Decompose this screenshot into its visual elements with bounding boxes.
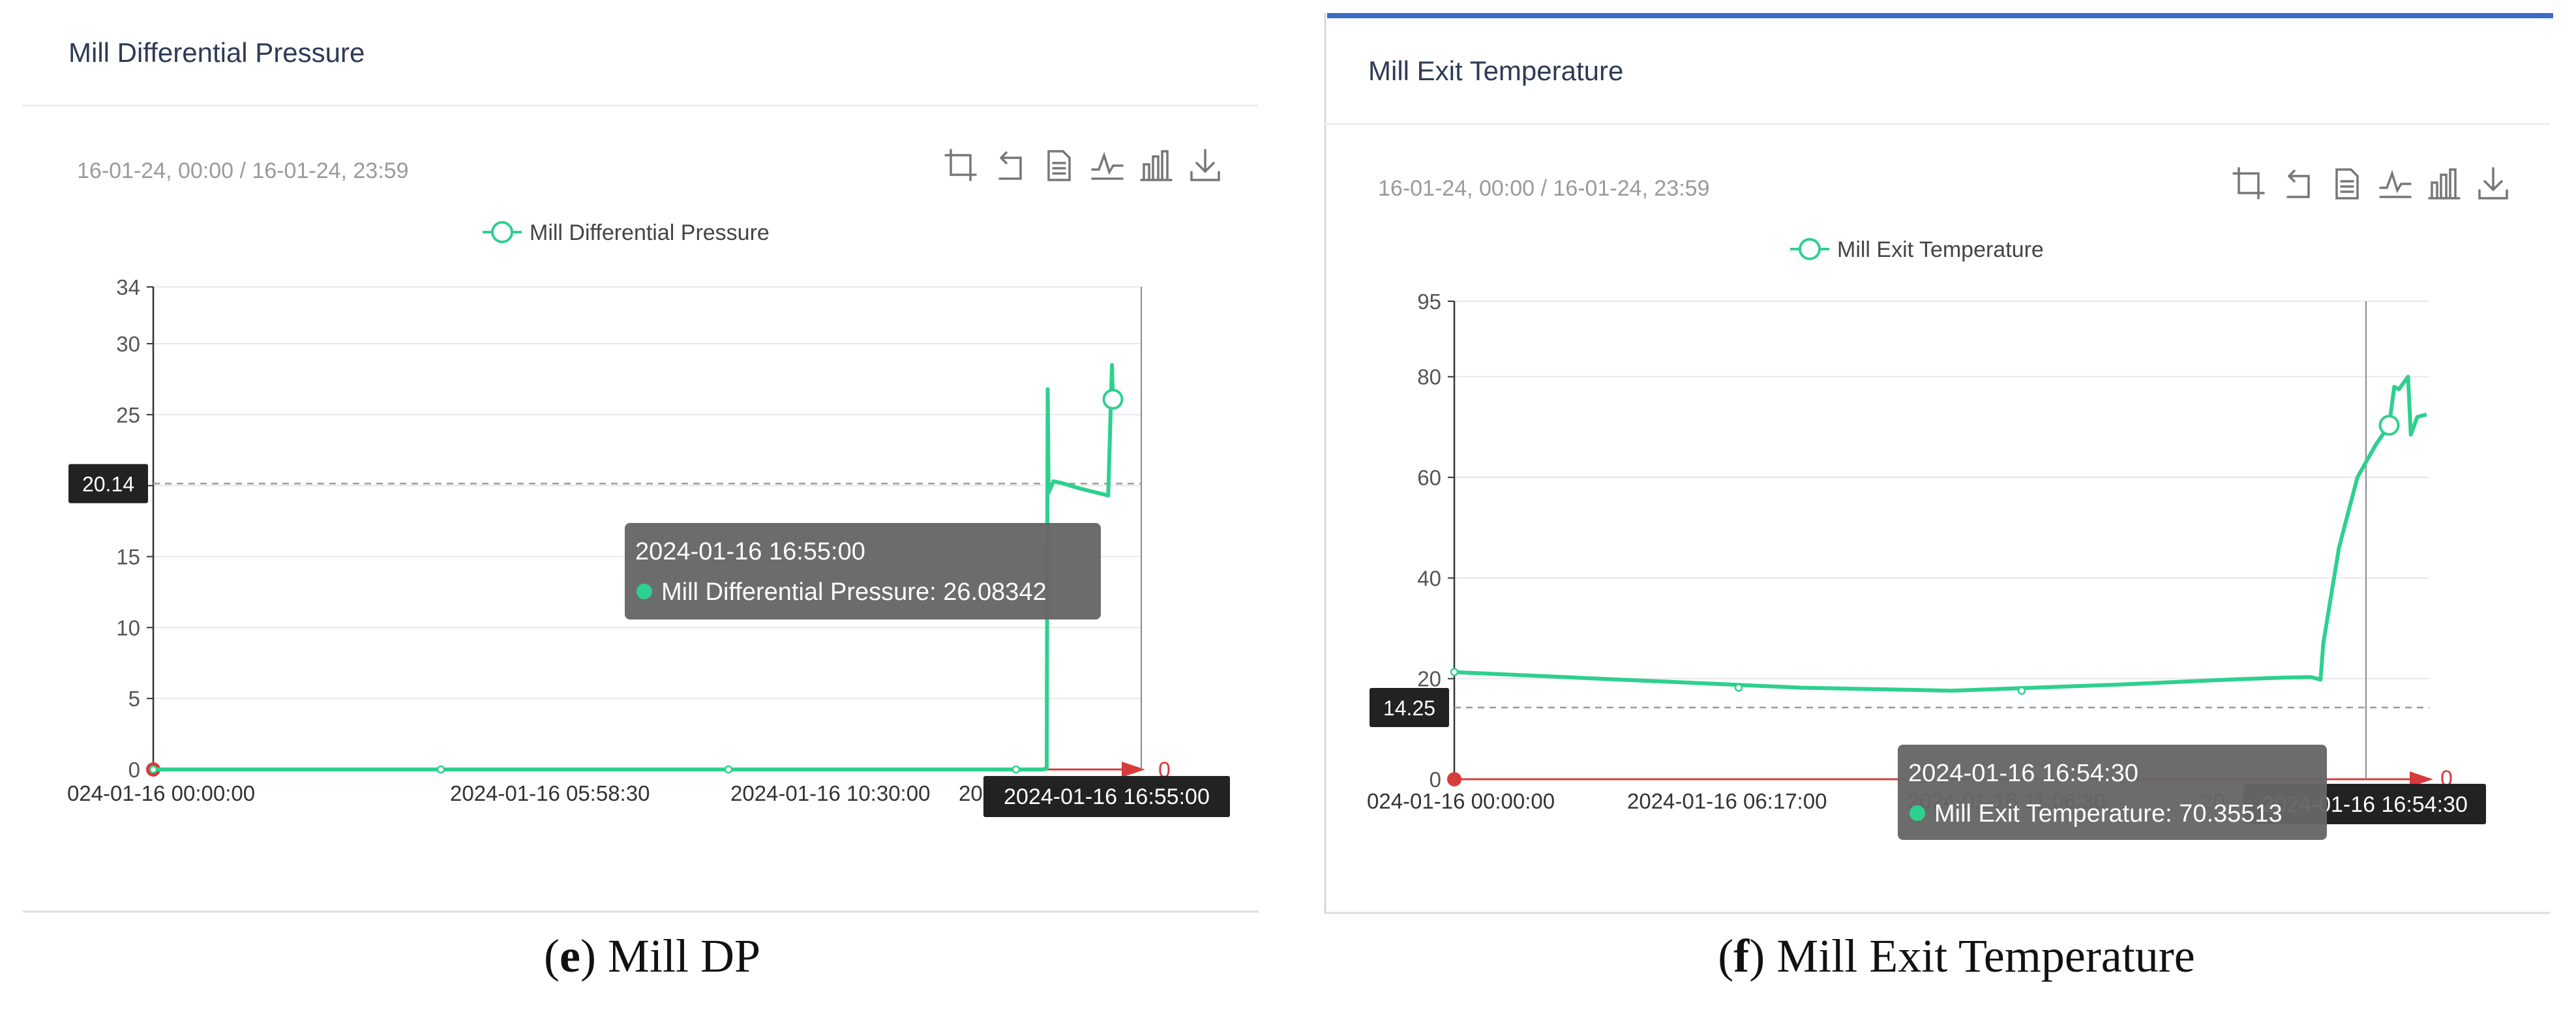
y-tick-label: 80 <box>1417 365 1441 389</box>
crosshair-x-label: 2024-01-16 16:55:00 <box>983 776 1230 817</box>
tooltip: 2024-01-16 16:54:30 Mill Exit Temperature… <box>1898 745 2327 840</box>
crosshair-y-label: 14.25 <box>1370 688 1449 728</box>
y-tick-label: 0 <box>1430 768 1441 792</box>
line-chart-icon[interactable] <box>1091 151 1124 180</box>
tooltip: 2024-01-16 16:55:00 Mill Differential Pre… <box>625 523 1101 619</box>
caption-open: ( <box>1718 930 1733 982</box>
y-tick-label: 10 <box>116 616 140 640</box>
x-tick-label: 2024-01-16 06:17:00 <box>1627 789 1827 813</box>
panel-title: Mill Differential Pressure <box>68 37 365 68</box>
data-view-icon[interactable] <box>1047 150 1071 181</box>
chart-toolbox <box>944 149 1220 181</box>
caption-text: ) Mill DP <box>580 930 760 982</box>
series-point[interactable] <box>1011 765 1021 774</box>
tooltip-value: Mill Exit Temperature: 70.35513 <box>1934 800 2283 828</box>
series-point[interactable] <box>724 765 733 774</box>
hover-point[interactable] <box>2378 415 2400 436</box>
y-tick-label: 5 <box>128 687 140 711</box>
tooltip-series-dot <box>637 584 652 599</box>
line-chart-icon[interactable] <box>2379 170 2412 198</box>
crosshair-x-label-bg <box>983 776 1230 817</box>
legend-label: Mill Differential Pressure <box>530 220 770 245</box>
crosshair-y-label-bg <box>1370 688 1449 728</box>
undo-icon[interactable] <box>998 151 1022 180</box>
series-point[interactable] <box>1450 668 1459 676</box>
caption-text: ) Mill Exit Temperature <box>1749 930 2194 982</box>
tooltip-series-dot <box>1910 805 1925 821</box>
hover-point[interactable] <box>1102 389 1124 410</box>
x-axis-arrow <box>1122 762 1145 777</box>
crosshair-y-label-text: 20.14 <box>82 473 134 496</box>
chart-panel-1: Mill Differential Pressure 16-01-24, 00:0… <box>23 37 1259 982</box>
x-tick-label: 2024-01-16 10:30:00 <box>730 781 930 805</box>
caption-letter: f <box>1733 930 1750 982</box>
figure-caption: (f) Mill Exit Temperature <box>1718 930 2194 982</box>
x-tick-label: 024-01-16 00:00:00 <box>67 781 255 805</box>
data-view-icon[interactable] <box>2335 168 2359 200</box>
undo-icon[interactable] <box>2286 170 2310 198</box>
download-icon[interactable] <box>1190 149 1220 181</box>
crosshair-y-label-text: 14.25 <box>1383 696 1435 720</box>
legend-marker-symbol <box>1799 238 1821 260</box>
panel-active-accent-bar <box>1327 13 2553 18</box>
caption-letter: e <box>560 930 580 982</box>
series-point[interactable] <box>436 765 445 774</box>
bar-chart-icon[interactable] <box>1140 150 1173 181</box>
crosshair-y-label: 20.14 <box>68 464 148 503</box>
y-tick-label: 15 <box>116 545 140 569</box>
legend-item[interactable]: Mill Exit Temperature <box>1790 237 2044 262</box>
tooltip-bg <box>1898 745 2327 840</box>
y-tick-label: 20 <box>1417 667 1441 691</box>
date-range-label: 16-01-24, 00:00 / 16-01-24, 23:59 <box>1378 176 1710 201</box>
series-point[interactable] <box>2017 686 2026 695</box>
series-line[interactable] <box>1454 374 2427 693</box>
origin-marker <box>1447 772 1461 786</box>
series-point[interactable] <box>1734 683 1743 692</box>
y-tick-label: 0 <box>128 758 140 782</box>
crop-icon[interactable] <box>2232 167 2265 200</box>
x-tick-label: 024-01-16 00:00:00 <box>1367 789 1555 813</box>
x-tick-label: 2024-01-16 05:58:30 <box>450 781 650 805</box>
caption-open: ( <box>544 930 560 982</box>
y-tick-label: 34 <box>116 275 140 299</box>
download-icon[interactable] <box>2478 167 2508 200</box>
legend-label: Mill Exit Temperature <box>1837 237 2044 262</box>
chart-panel-2: Mill Exit Temperature 16-01-24, 00:00 / 1… <box>1324 55 2550 982</box>
chart-toolbox <box>2232 167 2508 200</box>
tooltip-time: 2024-01-16 16:55:00 <box>635 538 865 565</box>
bar-chart-icon[interactable] <box>2428 168 2461 200</box>
y-tick-label: 25 <box>116 403 140 427</box>
crop-icon[interactable] <box>944 149 977 181</box>
date-range-label: 16-01-24, 00:00 / 16-01-24, 23:59 <box>77 158 409 183</box>
legend-marker-symbol <box>491 221 513 243</box>
y-tick-label: 60 <box>1417 466 1441 490</box>
y-tick-label: 95 <box>1417 290 1441 314</box>
panel-title: Mill Exit Temperature <box>1368 55 1623 86</box>
crosshair-x-label-text: 2024-01-16 16:55:00 <box>1004 784 1210 809</box>
x-ticks: 024-01-16 00:00:00 2024-01-16 05:58:30 202… <box>67 781 1026 805</box>
figure-caption: (e) Mill DP <box>544 930 760 982</box>
x-axis-arrow <box>2410 771 2433 787</box>
tooltip-time: 2024-01-16 16:54:30 <box>1908 760 2138 787</box>
crosshair-y-label-bg <box>68 464 148 503</box>
tooltip-bg <box>625 523 1101 619</box>
series-line[interactable] <box>153 363 1115 771</box>
series-point[interactable] <box>149 765 158 774</box>
legend-item[interactable]: Mill Differential Pressure <box>483 220 770 245</box>
tooltip-value: Mill Differential Pressure: 26.08342 <box>661 578 1047 606</box>
y-tick-label: 30 <box>116 332 140 356</box>
y-tick-label: 40 <box>1417 566 1441 590</box>
